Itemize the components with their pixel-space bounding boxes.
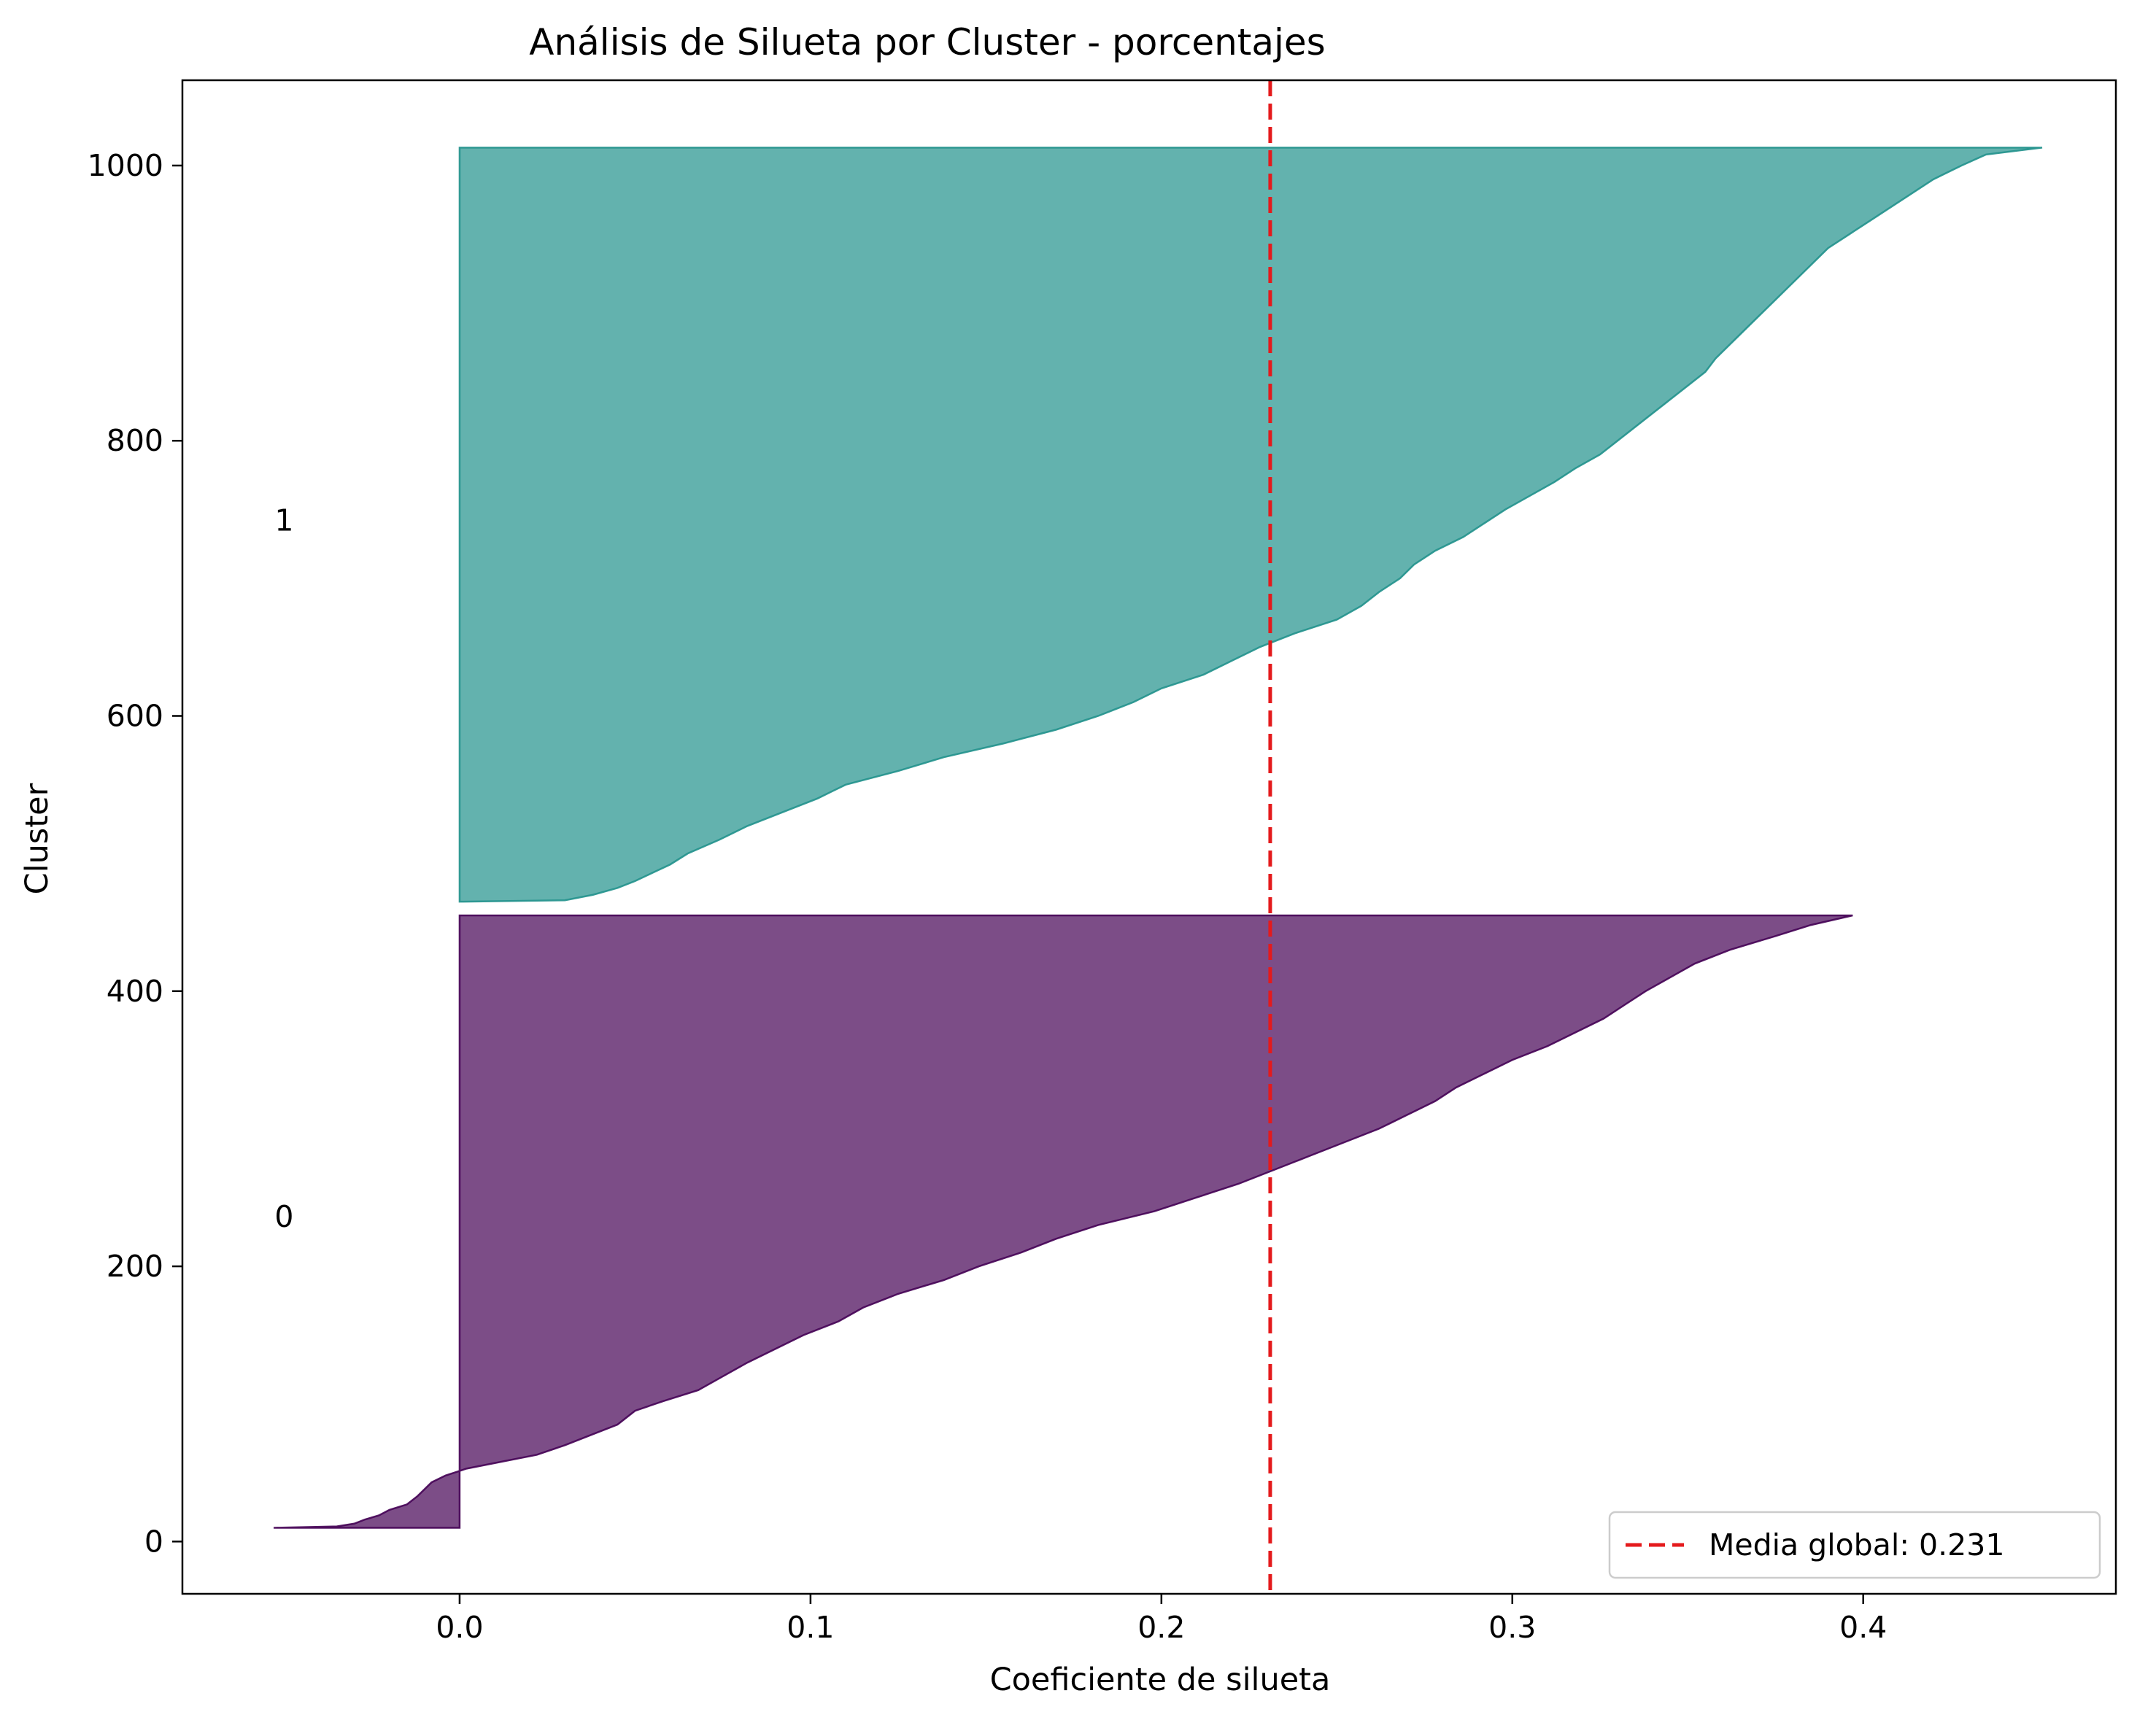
y-axis-title: Cluster [19, 783, 55, 894]
cluster-label-0: 0 [274, 1199, 293, 1234]
legend: Media global: 0.231 [1608, 1511, 2101, 1579]
plot-area: 01 [181, 79, 2117, 1595]
x-tick-label: 0.4 [1839, 1610, 1887, 1645]
cluster-label-1: 1 [274, 503, 293, 538]
x-tick-label: 0.3 [1488, 1610, 1536, 1645]
y-tick-label: 0 [144, 1524, 163, 1559]
chart-title: Análisis de Silueta por Cluster - porcen… [529, 21, 1325, 63]
legend-label: Media global: 0.231 [1709, 1527, 2004, 1562]
y-tick-label: 1000 [88, 148, 163, 183]
x-tick-label: 0.0 [436, 1610, 483, 1645]
y-tick-label: 200 [107, 1249, 163, 1284]
x-axis-title: Coeficiente de silueta [990, 1662, 1331, 1698]
y-tick-label: 400 [107, 974, 163, 1009]
x-axis: 0.0 0.1 0.2 0.3 0.4 [436, 1594, 1887, 1645]
y-tick-label: 600 [107, 699, 163, 734]
silhouette-area-cluster-0 [274, 914, 1853, 1529]
plot-frame [181, 79, 2117, 1595]
x-tick-label: 0.2 [1137, 1610, 1185, 1645]
y-axis: 0 200 400 600 800 1000 [88, 148, 182, 1559]
x-tick-label: 0.1 [787, 1610, 834, 1645]
y-tick-label: 800 [107, 423, 163, 458]
silhouette-area-cluster-1 [458, 147, 2043, 903]
plot-content: 01 [274, 80, 2043, 1594]
legend-box [1608, 1511, 2101, 1579]
